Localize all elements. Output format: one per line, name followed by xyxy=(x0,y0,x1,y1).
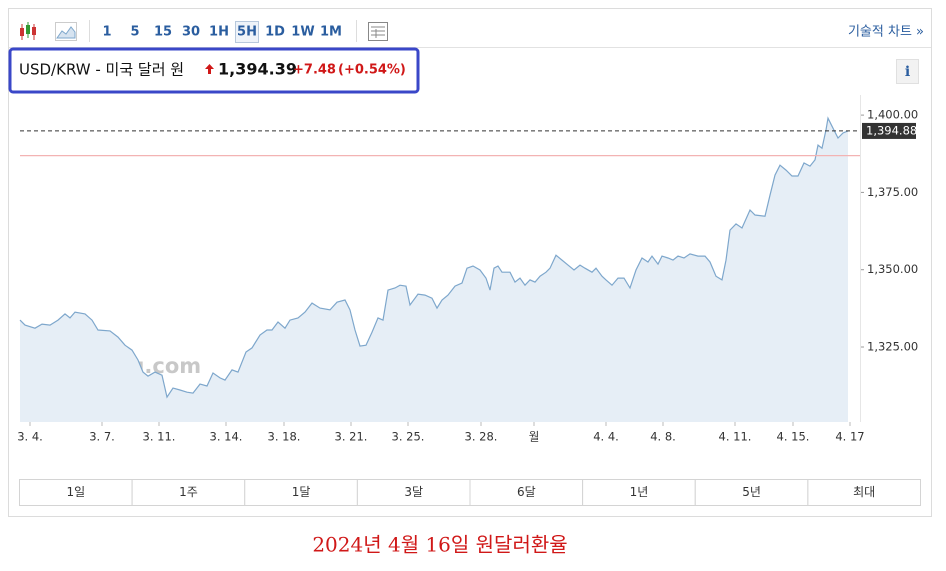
interval-button[interactable]: 5H xyxy=(237,25,257,40)
x-tick-label: 3. 14. xyxy=(210,430,243,444)
up-arrow xyxy=(205,64,214,74)
price: 1,394.39 xyxy=(218,60,297,79)
caption: 2024년 4월 16일 원달러환율 xyxy=(312,533,567,557)
interval-button[interactable]: 5 xyxy=(130,25,139,40)
plot: Investing.com1,400.001,375.001,350.001,3… xyxy=(17,95,918,444)
x-tick-label: 3. 21. xyxy=(335,430,368,444)
y-tick-label: 1,375.00 xyxy=(867,185,918,199)
x-tick-label: 4. 8. xyxy=(650,430,676,444)
interval-button[interactable]: 1H xyxy=(209,25,229,40)
change: +7.48 xyxy=(293,63,336,78)
range-button[interactable] xyxy=(19,479,133,506)
range-button[interactable] xyxy=(694,479,809,506)
x-tick-label: 4. 11. xyxy=(719,430,752,444)
technical-chart-link[interactable]: 기술적 차트 » xyxy=(848,25,924,40)
range-button[interactable] xyxy=(356,479,471,506)
change-percent: (+0.54%) xyxy=(338,63,406,78)
instrument-name: USD/KRW - 미국 달러 원 xyxy=(19,61,184,79)
range-label[interactable]: 1년 xyxy=(630,485,649,499)
x-tick-label: 3. 11. xyxy=(143,430,176,444)
range-bar: 1일 1주 1달 3달 6달 1년 5년 최대 xyxy=(19,479,921,506)
range-label[interactable]: 6달 xyxy=(517,485,536,499)
range-label[interactable]: 1주 xyxy=(179,485,198,499)
interval-button[interactable]: 1 xyxy=(102,25,111,40)
x-tick-label: 3. 18. xyxy=(268,430,301,444)
range-label[interactable]: 3달 xyxy=(404,485,423,499)
range-label[interactable]: 5년 xyxy=(742,485,761,499)
x-tick-label: 4. 15. xyxy=(777,430,810,444)
table-icon[interactable] xyxy=(368,22,388,41)
x-tick-label: 4. 4. xyxy=(593,430,619,444)
x-tick-label: 3. 28. xyxy=(465,430,498,444)
x-tick-label: 월 xyxy=(529,430,540,444)
x-tick-label: 3. 25. xyxy=(392,430,425,444)
x-tick-label: 3. 7. xyxy=(89,430,115,444)
range-button[interactable] xyxy=(244,479,358,506)
area-fill xyxy=(20,118,848,422)
range-label[interactable]: 1달 xyxy=(292,485,311,499)
interval-button[interactable]: 30 xyxy=(182,25,200,40)
last-price-label: 1,394.88 xyxy=(866,123,917,137)
y-tick-label: 1,325.00 xyxy=(867,340,918,354)
interval-button[interactable]: 1D xyxy=(265,25,285,40)
x-tick-label: 3. 4. xyxy=(17,430,43,444)
active-interval-box xyxy=(235,21,259,43)
range-label[interactable]: 최대 xyxy=(853,485,875,499)
info-icon[interactable]: i xyxy=(905,64,910,80)
interval-button[interactable]: 1M xyxy=(320,25,342,40)
area-icon[interactable] xyxy=(55,22,77,41)
interval-button[interactable]: 1W xyxy=(291,25,314,40)
price-line xyxy=(19,116,849,399)
interval-button[interactable]: 15 xyxy=(154,25,172,40)
range-button[interactable] xyxy=(131,479,246,506)
info-button[interactable] xyxy=(896,59,919,84)
range-label[interactable]: 1일 xyxy=(66,485,85,499)
y-tick-label: 1,350.00 xyxy=(867,262,918,276)
x-tick-label: 4. 17 xyxy=(835,430,864,444)
range-button[interactable] xyxy=(469,479,584,506)
candlestick-icon[interactable] xyxy=(20,22,36,40)
range-button[interactable] xyxy=(807,479,921,506)
y-tick-label: 1,400.00 xyxy=(867,108,918,122)
header-box xyxy=(8,47,420,94)
last-price-box xyxy=(862,122,916,139)
range-button[interactable] xyxy=(582,479,696,506)
